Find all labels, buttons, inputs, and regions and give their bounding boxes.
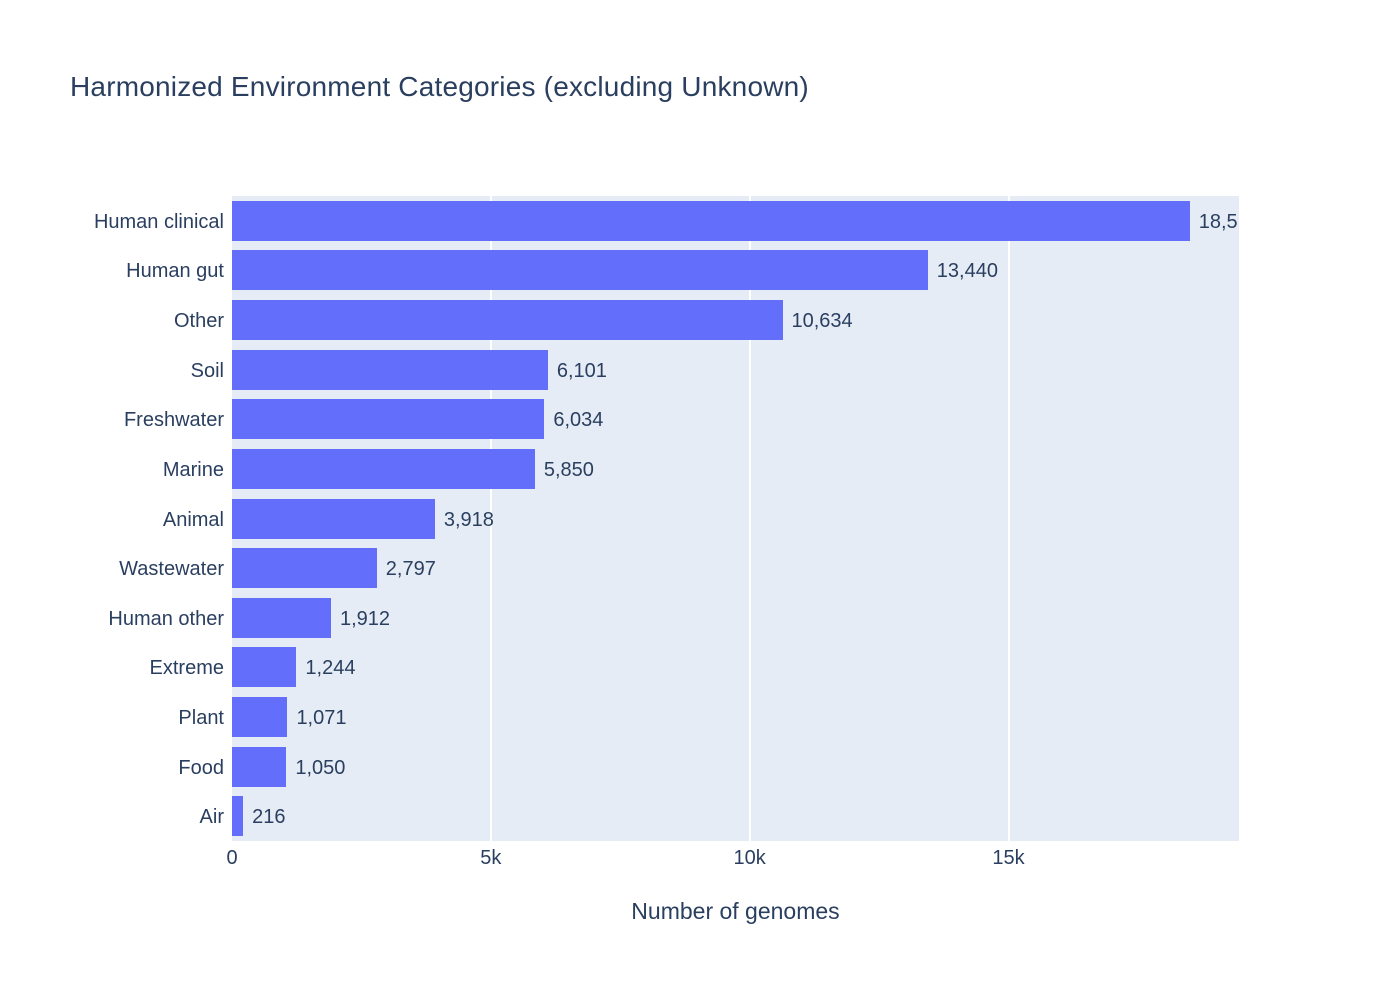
y-axis-label-plant: Plant xyxy=(178,706,224,729)
x-axis-title: Number of genomes xyxy=(631,898,840,924)
bar-human-other[interactable] xyxy=(232,597,331,638)
bar-value-label: 1,912 xyxy=(339,607,391,630)
bar-extreme[interactable] xyxy=(232,647,297,688)
y-axis-label-air: Air xyxy=(199,806,224,829)
bar-air[interactable] xyxy=(232,796,244,837)
bar-other[interactable] xyxy=(232,300,783,341)
bar-freshwater[interactable] xyxy=(232,399,545,440)
y-axis-label-freshwater: Freshwater xyxy=(123,409,224,432)
gridline xyxy=(489,196,492,841)
bar-value-label: 1,071 xyxy=(296,706,347,729)
x-tick-label-15k: 15k xyxy=(992,847,1025,869)
x-tick-label-5k: 5k xyxy=(480,847,502,869)
y-axis-label-human-gut: Human gut xyxy=(126,260,224,283)
bar-human-clinical[interactable] xyxy=(232,200,1190,241)
bar-value-label: 3,918 xyxy=(443,508,494,531)
bar-animal[interactable] xyxy=(232,498,435,539)
y-axis-label-marine: Marine xyxy=(162,458,224,481)
bar-food[interactable] xyxy=(232,746,287,787)
bar-value-label: 5,850 xyxy=(543,458,594,481)
y-axis-label-other: Other xyxy=(173,310,224,333)
bar-value-label: 6,101 xyxy=(556,359,607,382)
y-axis-label-food: Food xyxy=(178,756,224,779)
gridline xyxy=(748,196,751,841)
bar-value-label: 1,050 xyxy=(295,756,346,779)
bar-value-label: 6,034 xyxy=(553,409,604,432)
y-axis-label-animal: Animal xyxy=(162,508,224,531)
y-axis-label-soil: Soil xyxy=(190,359,224,382)
bar-value-label: 13,440 xyxy=(936,260,998,283)
plot-area[interactable]: 18,5 13,440 10,634 6,101 6,034 5,850 3,918 2,79… xyxy=(232,196,1239,841)
x-tick-label-10k: 10k xyxy=(733,847,766,869)
y-axis-label-wastewater: Wastewater xyxy=(119,558,224,581)
bar-wastewater[interactable] xyxy=(232,548,377,589)
bar-value-label: 18,5 xyxy=(1198,210,1238,233)
bar-value-label: 10,634 xyxy=(791,310,853,333)
gridline xyxy=(1007,196,1010,841)
chart-title: Harmonized Environment Categories (exclu… xyxy=(70,71,809,102)
bar-value-label: 2,797 xyxy=(385,558,436,581)
x-tick-label-0: 0 xyxy=(226,847,238,869)
y-axis-label-human-other: Human other xyxy=(108,607,224,630)
bar-soil[interactable] xyxy=(232,349,548,390)
y-axis-label-extreme: Extreme xyxy=(149,657,224,680)
bar-plant[interactable] xyxy=(232,696,288,737)
y-axis-label-human-clinical: Human clinical xyxy=(93,210,224,233)
bar-value-label: 216 xyxy=(252,806,286,829)
bar-marine[interactable] xyxy=(232,448,535,489)
bar-human-gut[interactable] xyxy=(232,250,928,291)
bar-value-label: 1,244 xyxy=(305,657,356,680)
